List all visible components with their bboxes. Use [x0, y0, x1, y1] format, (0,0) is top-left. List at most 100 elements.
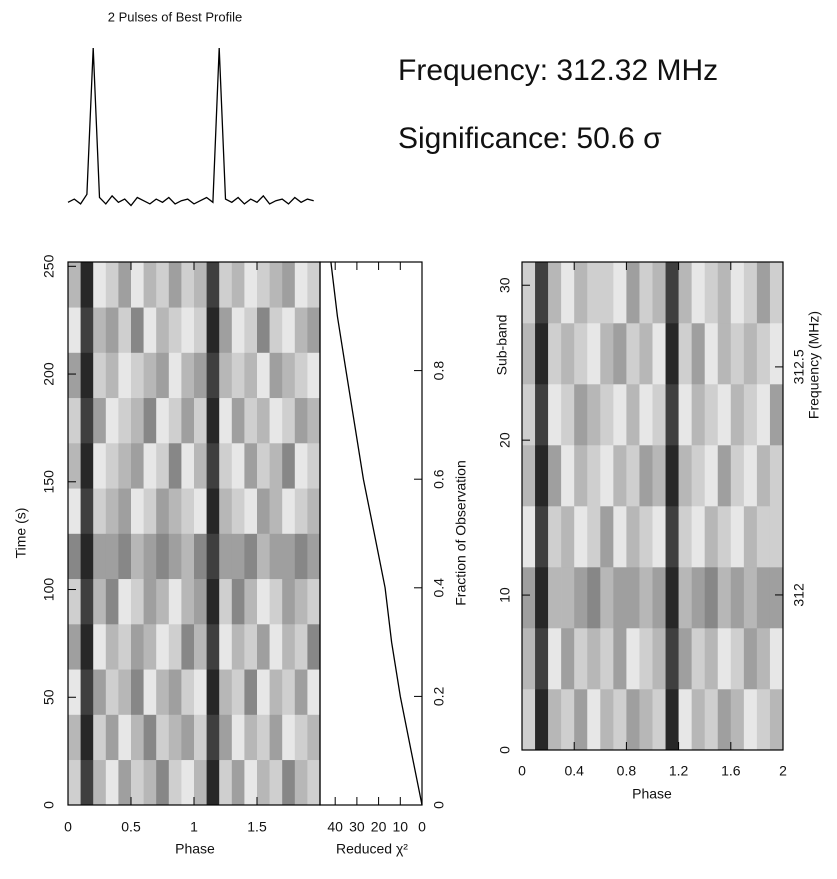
- heatmap-cell: [600, 445, 614, 507]
- heatmap-cell: [156, 533, 170, 580]
- heatmap-cell: [231, 714, 245, 761]
- heatmap-cell: [181, 669, 195, 715]
- heatmap-cell: [704, 323, 719, 385]
- heatmap-cell: [522, 506, 536, 568]
- heatmap-cell: [219, 759, 233, 806]
- heatmap-cell: [704, 628, 719, 690]
- heatmap-cell: [231, 488, 245, 534]
- heatmap-cell: [206, 714, 220, 761]
- heatmap-cell: [743, 384, 758, 446]
- heatmap-cell: [613, 506, 627, 568]
- heatmap-cell: [652, 689, 666, 751]
- heatmap-cell: [574, 323, 588, 385]
- heatmap-cell: [600, 262, 614, 324]
- heatmap-cell: [282, 624, 296, 670]
- heatmap-cell: [68, 624, 81, 670]
- heatmap-cell: [294, 759, 308, 806]
- heatmap-cell: [219, 397, 233, 444]
- plot-frame: [319, 261, 423, 806]
- heatmap-cell: [587, 628, 601, 690]
- heatmap-cell: [206, 307, 220, 353]
- heatmap-cell: [206, 262, 220, 308]
- heatmap-cell: [143, 262, 157, 308]
- heatmap-cell: [206, 578, 220, 625]
- heatmap-cell: [269, 714, 283, 761]
- heatmap-cell: [118, 759, 132, 806]
- heatmap-cell: [730, 323, 745, 385]
- y2-tick-label: 312.5: [791, 349, 807, 384]
- heatmap-cell: [535, 445, 549, 507]
- heatmap-cell: [231, 669, 245, 715]
- heatmap-cell: [244, 352, 258, 399]
- heatmap-cell: [626, 689, 640, 751]
- heatmap-cell: [168, 443, 182, 489]
- heatmap-cell: [639, 689, 653, 751]
- heatmap-cell: [269, 624, 283, 670]
- heatmap-cell: [282, 397, 296, 444]
- heatmap-cell: [168, 397, 182, 444]
- heatmap-cell: [257, 352, 270, 399]
- heatmap-cell: [206, 397, 220, 444]
- heatmap-cell: [691, 506, 705, 568]
- heatmap-cell: [548, 689, 562, 751]
- heatmap-cell: [93, 352, 107, 399]
- x-tick-label: 1.5: [247, 819, 267, 835]
- heatmap-cell: [105, 578, 119, 625]
- heatmap-cell: [231, 578, 245, 625]
- heatmap-cell: [730, 628, 745, 690]
- heatmap-cell: [80, 669, 94, 715]
- heatmap-cell: [717, 567, 732, 629]
- heatmap-cell: [80, 488, 94, 534]
- heatmap-cell: [587, 262, 601, 324]
- heatmap-cell: [756, 262, 771, 324]
- heatmap-cell: [194, 352, 207, 399]
- y-tick-label: 0.6: [431, 469, 447, 489]
- heatmap-cell: [294, 488, 308, 534]
- heatmap-cell: [181, 262, 195, 308]
- heatmap-cell: [652, 445, 666, 507]
- heatmap-cell: [269, 669, 283, 715]
- x-tick-label: 2: [779, 763, 787, 779]
- heatmap-cell: [118, 262, 132, 308]
- heatmap-cell: [574, 689, 588, 751]
- heatmap-cell: [105, 397, 119, 444]
- heatmap-cell: [522, 567, 536, 629]
- heatmap-cell: [118, 443, 132, 489]
- heatmap-cell: [219, 443, 233, 489]
- heatmap-cell: [269, 488, 283, 534]
- heatmap-cell: [131, 533, 144, 580]
- heatmap-cell: [574, 567, 588, 629]
- heatmap-cell: [307, 307, 321, 353]
- heatmap-cell: [691, 262, 705, 324]
- heatmap-cell: [561, 689, 575, 751]
- heatmap-cell: [535, 384, 549, 446]
- heatmap-cell: [665, 262, 679, 324]
- heatmap-cell: [181, 714, 195, 761]
- heatmap-cell: [131, 759, 144, 806]
- heatmap-cell: [613, 689, 627, 751]
- heatmap-cell: [194, 443, 207, 489]
- x-axis-label: Phase: [632, 786, 672, 802]
- heatmap-cell: [80, 352, 94, 399]
- heatmap-cell: [194, 533, 207, 580]
- heatmap-cell: [613, 323, 627, 385]
- heatmap-cell: [257, 443, 270, 489]
- heatmap-cell: [168, 714, 182, 761]
- heatmap-cell: [269, 352, 283, 399]
- heatmap-cell: [156, 624, 170, 670]
- heatmap-cell: [80, 533, 94, 580]
- heatmap-cell: [548, 628, 562, 690]
- heatmap-cell: [68, 397, 81, 444]
- heatmap-cell: [639, 384, 653, 446]
- heatmap-cell: [105, 759, 119, 806]
- heatmap-cell: [704, 262, 719, 324]
- heatmap-cell: [282, 488, 296, 534]
- heatmap-cell: [717, 628, 732, 690]
- heatmap-cell: [143, 533, 157, 580]
- line-series: [330, 261, 423, 806]
- heatmap-cell: [678, 628, 692, 690]
- heatmap-cell: [206, 352, 220, 399]
- heatmap-cell: [80, 262, 94, 308]
- heatmap-cell: [307, 262, 321, 308]
